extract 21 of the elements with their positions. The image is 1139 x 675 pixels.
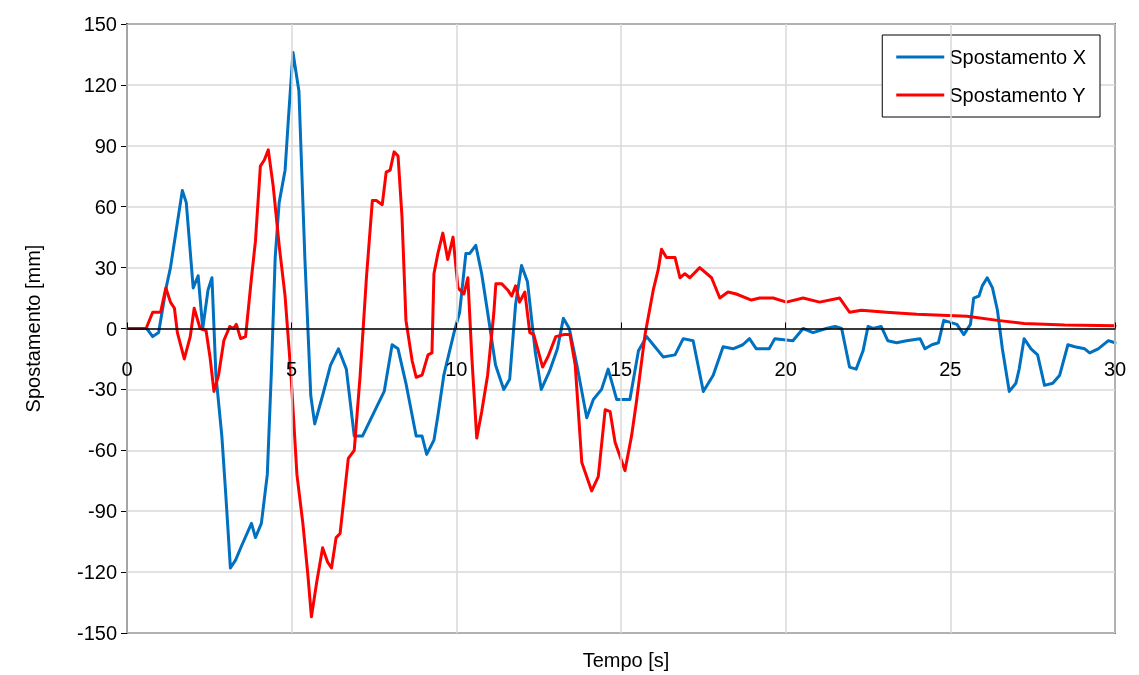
y-tick-label: -60 (88, 439, 117, 462)
x-tick-label: 0 (121, 357, 133, 380)
x-tick-label: 10 (445, 357, 468, 380)
x-axis-title: Tempo [s] (582, 649, 670, 671)
y-tick-label: -150 (76, 622, 117, 644)
x-tick-label: 20 (774, 357, 797, 380)
y-tick-label: -90 (88, 500, 117, 523)
y-tick-label: 30 (94, 256, 117, 279)
x-tick-label: 15 (609, 357, 633, 380)
y-tick-label: 0 (105, 317, 117, 340)
y-tick-label: 150 (83, 13, 117, 35)
y-tick-label: -120 (76, 561, 117, 584)
y-axis-title: Spostamento [mm] (22, 244, 44, 413)
y-tick-label: -30 (88, 378, 117, 401)
x-tick-label: 25 (939, 357, 962, 380)
y-tick-label: 120 (83, 73, 117, 96)
y-tick-label: 90 (94, 134, 117, 157)
legend-label: Spostamento X (949, 46, 1086, 68)
y-tick-label: 60 (94, 195, 117, 218)
x-tick-label: 30 (1103, 357, 1127, 380)
legend-label: Spostamento Y (949, 84, 1086, 106)
